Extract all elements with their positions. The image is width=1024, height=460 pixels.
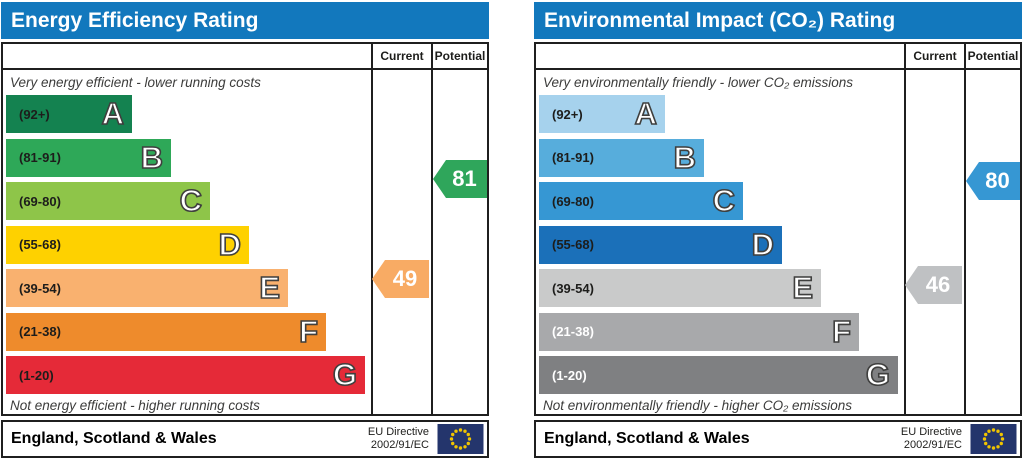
current-rating-value: 46 xyxy=(925,272,951,297)
band-range-label: (69-80) xyxy=(19,193,61,209)
band-range-label: (81-91) xyxy=(19,150,61,165)
band-range-label: (21-38) xyxy=(19,324,61,339)
band-letter: F xyxy=(831,313,852,350)
eu-directive-line1: EU Directive xyxy=(900,426,962,439)
band-letter: F xyxy=(298,313,319,350)
band-bar-c: (69-80) C xyxy=(6,182,210,220)
band-row-f: (21-38) F xyxy=(539,312,1020,357)
band-bar-e: (39-54) E xyxy=(539,269,821,307)
band-row-d: (55-68) D xyxy=(6,225,487,270)
band-range-label: (81-91) xyxy=(552,150,594,165)
band-row-g: (1-20) G xyxy=(539,356,1020,400)
current-rating-pointer: 49 xyxy=(372,260,429,298)
band-range-label: (69-80) xyxy=(552,193,594,209)
potential-column-header: Potential xyxy=(434,49,486,63)
current-column-header: Current xyxy=(913,49,957,63)
region-label: England, Scotland & Wales xyxy=(11,430,217,447)
potential-rating-value: 81 xyxy=(452,166,477,191)
band-row-e: (39-54) E xyxy=(6,269,487,313)
band-letter: B xyxy=(673,139,697,176)
band-letter: C xyxy=(179,182,203,219)
potential-rating-pointer: 81 xyxy=(433,160,487,198)
band-range-label: (55-68) xyxy=(552,237,594,252)
bottom-scale-label: Not energy efficient - higher running co… xyxy=(10,398,260,413)
potential-rating-value: 80 xyxy=(985,168,1010,193)
band-bar-d: (55-68) D xyxy=(539,225,782,264)
panel-title: Energy Efficiency Rating xyxy=(1,2,489,39)
top-scale-label: Very energy efficient - lower running co… xyxy=(10,75,261,90)
eu-flag-icon xyxy=(970,424,1017,454)
band-bar-c: (69-80) C xyxy=(539,182,743,220)
current-column-divider xyxy=(904,44,906,414)
rating-chart: Current Potential Very environmentally f… xyxy=(534,42,1022,416)
region-label: England, Scotland & Wales xyxy=(544,430,750,447)
bottom-scale-label: Not environmentally friendly - higher CO… xyxy=(543,398,853,413)
band-letter: D xyxy=(751,226,775,263)
column-header-row: Current Potential xyxy=(536,44,1020,70)
band-letter: E xyxy=(259,269,281,306)
band-range-label: (55-68) xyxy=(19,237,61,252)
eu-directive-line2: 2002/91/EC xyxy=(903,439,962,451)
band-bar-b: (81-91) B xyxy=(6,138,171,177)
top-scale-label: Very environmentally friendly - lower CO… xyxy=(543,75,853,90)
column-header-row: Current Potential xyxy=(3,44,487,70)
band-row-d: (55-68) D xyxy=(539,225,1020,270)
current-rating-value: 49 xyxy=(392,266,418,291)
current-column-header: Current xyxy=(380,49,424,63)
band-row-c: (69-80) C xyxy=(6,182,487,226)
band-range-label: (1-20) xyxy=(19,367,54,383)
band-row-g: (1-20) G xyxy=(6,356,487,400)
band-row-f: (21-38) F xyxy=(6,312,487,357)
band-letter: B xyxy=(140,139,164,176)
potential-column-divider xyxy=(964,44,966,414)
band-row-c: (69-80) C xyxy=(539,182,1020,226)
potential-column-divider xyxy=(431,44,433,414)
band-bar-f: (21-38) F xyxy=(6,312,326,351)
eu-directive-line2: 2002/91/EC xyxy=(370,439,429,451)
band-bar-a: (92+) A xyxy=(6,95,132,133)
band-row-a: (92+) A xyxy=(6,95,487,139)
rating-bands: (92+) A (81-91) B (69-80) C (55-68) xyxy=(539,95,1020,400)
current-column-divider xyxy=(371,44,373,414)
band-range-label: (1-20) xyxy=(552,367,587,383)
band-letter: G xyxy=(332,356,358,393)
band-range-label: (39-54) xyxy=(552,280,594,296)
panel-title: Environmental Impact (CO₂) Rating xyxy=(534,2,1022,39)
potential-rating-pointer: 80 xyxy=(966,162,1020,200)
band-bar-b: (81-91) B xyxy=(539,138,704,177)
band-bar-f: (21-38) F xyxy=(539,312,859,351)
rating-bands: (92+) A (81-91) B (69-80) C (55-68) xyxy=(6,95,487,400)
eu-directive-line1: EU Directive xyxy=(367,426,429,439)
band-range-label: (92+) xyxy=(552,106,583,122)
band-bar-g: (1-20) G xyxy=(539,356,898,394)
band-range-label: (92+) xyxy=(19,106,50,122)
band-bar-e: (39-54) E xyxy=(6,269,288,307)
band-letter: A xyxy=(101,95,125,132)
eu-directive-label: EU Directive 2002/91/EC xyxy=(901,426,962,452)
band-bar-g: (1-20) G xyxy=(6,356,365,394)
band-range-label: (39-54) xyxy=(19,280,61,296)
band-row-e: (39-54) E xyxy=(539,269,1020,313)
band-letter: G xyxy=(865,356,891,393)
band-letter: D xyxy=(218,226,242,263)
environmental-impact-panel: Environmental Impact (CO₂) Rating Curren… xyxy=(534,2,1022,458)
rating-chart: Current Potential Very energy efficient … xyxy=(1,42,489,416)
band-letter: E xyxy=(792,269,814,306)
band-row-a: (92+) A xyxy=(539,95,1020,139)
panel-footer: England, Scotland & Wales EU Directive 2… xyxy=(534,420,1022,458)
band-letter: A xyxy=(634,95,658,132)
band-bar-d: (55-68) D xyxy=(6,225,249,264)
band-row-b: (81-91) B xyxy=(539,138,1020,183)
band-bar-a: (92+) A xyxy=(539,95,665,133)
eu-directive-label: EU Directive 2002/91/EC xyxy=(368,426,429,452)
band-letter: C xyxy=(712,182,736,219)
energy-efficiency-panel: Energy Efficiency Rating Current Potenti… xyxy=(1,2,489,458)
panel-footer: England, Scotland & Wales EU Directive 2… xyxy=(1,420,489,458)
band-range-label: (21-38) xyxy=(552,324,594,339)
potential-column-header: Potential xyxy=(967,49,1019,63)
current-rating-pointer: 46 xyxy=(905,266,962,304)
band-row-b: (81-91) B xyxy=(6,138,487,183)
eu-flag-icon xyxy=(437,424,484,454)
